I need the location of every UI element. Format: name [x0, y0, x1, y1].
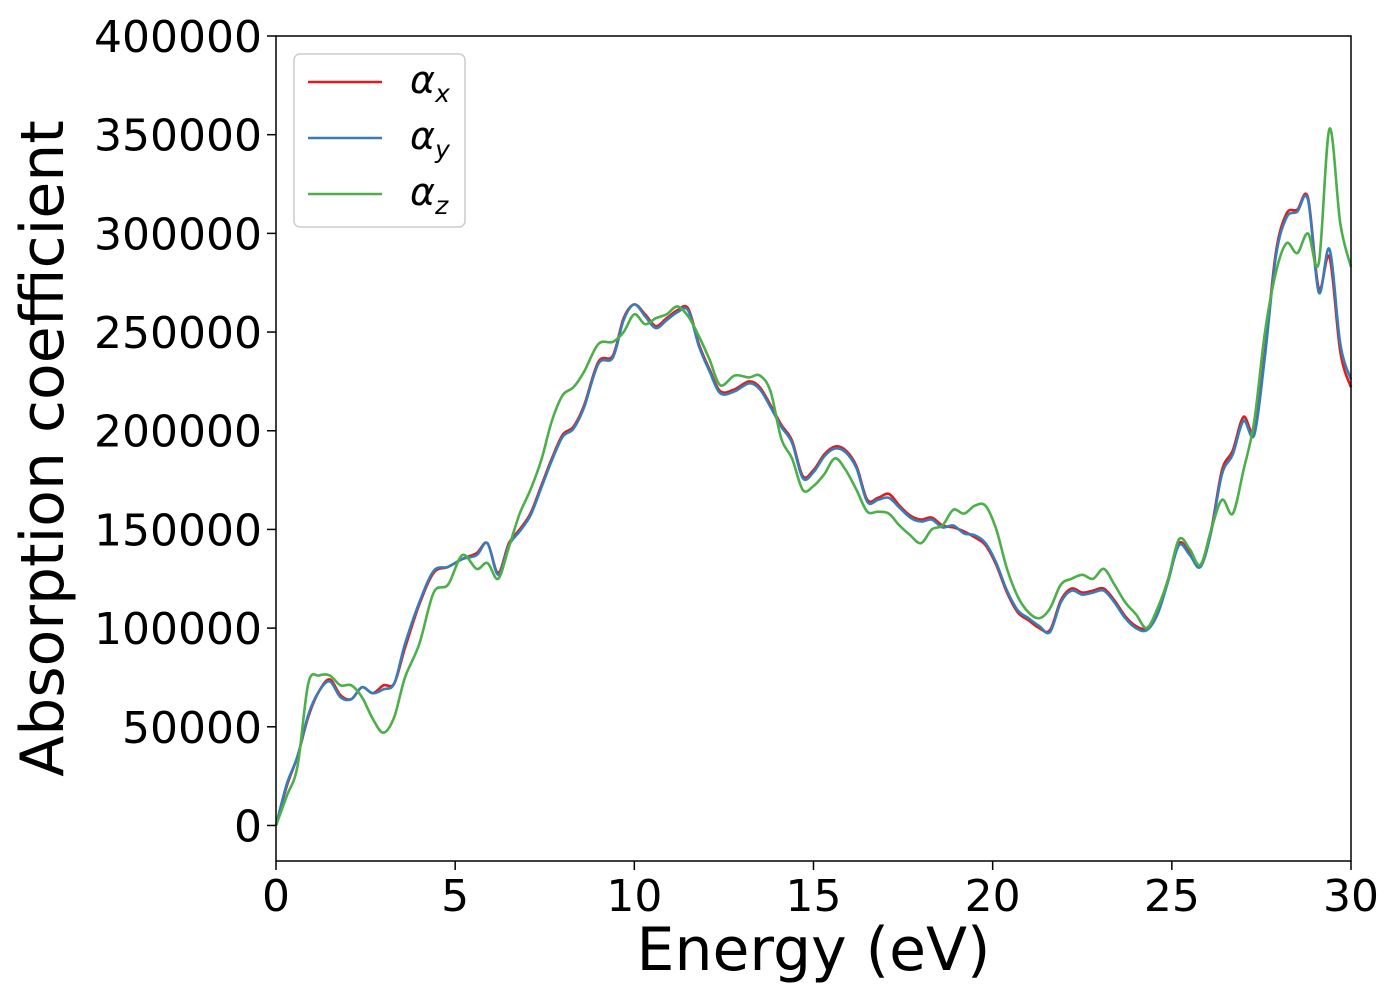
series-line-alpha-z [274, 127, 1353, 826]
x-tick-label: 15 [786, 871, 842, 922]
legend-label-z: αz [410, 170, 449, 220]
y-axis-ticks: 0 50000 100000 150000 200000 250000 300000 3500… [94, 12, 276, 852]
x-axis-ticks: 0 5 10 15 20 25 30 [262, 861, 1379, 922]
x-tick-label: 10 [606, 871, 662, 922]
y-tick-label: 400000 [94, 12, 262, 63]
legend-label-symbol: α [410, 170, 435, 214]
x-tick-label: 0 [262, 871, 290, 922]
series-layer [274, 127, 1353, 826]
series-line-alpha-y [274, 194, 1353, 826]
legend-label-subscript: y [434, 135, 451, 164]
y-tick-label: 100000 [94, 604, 262, 655]
x-tick-label: 25 [1144, 871, 1200, 922]
legend-label-x: αx [410, 58, 450, 108]
legend-label-subscript: z [434, 191, 449, 220]
y-tick-label: 350000 [94, 111, 262, 162]
legend-label-subscript: x [434, 79, 450, 108]
y-tick-label: 250000 [94, 308, 262, 359]
legend-label-symbol: α [410, 58, 435, 102]
x-tick-label: 30 [1323, 871, 1379, 922]
legend-label-y: αy [410, 114, 451, 164]
y-tick-label: 200000 [94, 407, 262, 458]
y-tick-label: 300000 [94, 209, 262, 260]
x-axis-title: Energy (eV) [637, 915, 991, 985]
y-tick-label: 0 [234, 801, 262, 852]
legend-box [293, 53, 466, 228]
y-tick-label: 150000 [94, 505, 262, 556]
x-tick-label: 20 [965, 871, 1021, 922]
x-tick-label: 5 [441, 871, 469, 922]
y-axis-title: Absorption coefficient [8, 120, 78, 777]
legend-label-symbol: α [410, 114, 435, 158]
y-tick-label: 50000 [122, 703, 262, 754]
